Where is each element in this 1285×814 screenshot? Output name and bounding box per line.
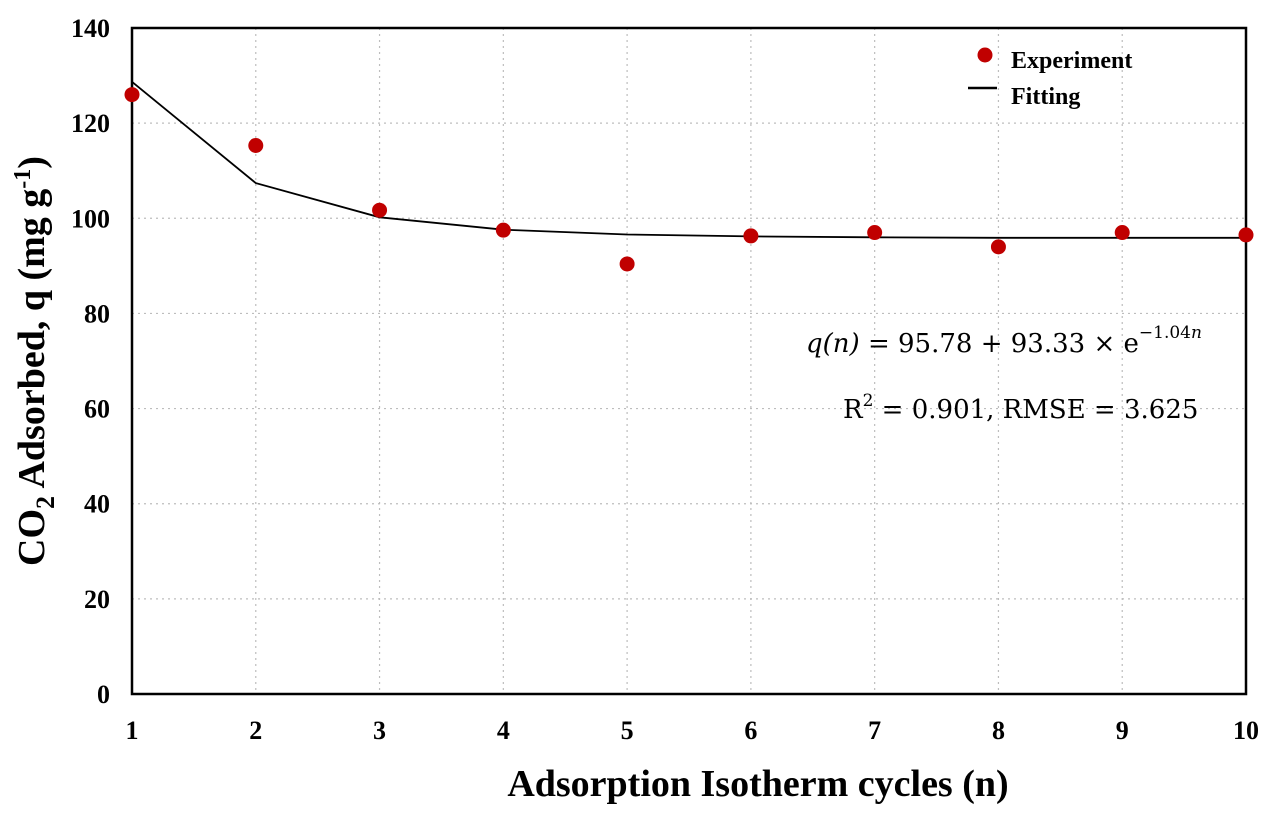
fit-equation: q(n) = 95.78 + 93.33 × e−1.04n bbox=[806, 323, 1202, 359]
legend: Experiment Fitting bbox=[968, 47, 1132, 110]
x-tick-label: 2 bbox=[249, 716, 262, 745]
data-point-experiment bbox=[990, 239, 1006, 255]
data-point-experiment bbox=[1238, 227, 1254, 243]
x-tick-label: 8 bbox=[992, 716, 1005, 745]
legend-label-fitting: Fitting bbox=[1011, 84, 1080, 110]
x-tick-label: 6 bbox=[744, 716, 757, 745]
y-tick-label: 0 bbox=[97, 680, 110, 709]
data-point-experiment bbox=[248, 138, 264, 154]
data-point-experiment bbox=[495, 222, 511, 238]
legend-label-experiment: Experiment bbox=[1011, 48, 1132, 74]
y-tick-label: 100 bbox=[71, 204, 110, 233]
data-point-experiment bbox=[867, 225, 883, 241]
data-point-experiment bbox=[372, 202, 388, 218]
series-line-fitting bbox=[131, 81, 1246, 239]
data-point-experiment bbox=[619, 256, 635, 272]
y-tick-label: 40 bbox=[84, 490, 110, 519]
y-tick-label: 140 bbox=[71, 14, 110, 43]
x-tick-label: 4 bbox=[497, 716, 510, 745]
x-axis-title: Adsorption Isotherm cycles (n) bbox=[507, 763, 1008, 805]
data-point-experiment bbox=[124, 87, 140, 103]
grid-lines bbox=[132, 28, 1246, 694]
x-tick-label: 1 bbox=[126, 716, 139, 745]
y-tick-label: 60 bbox=[84, 395, 110, 424]
series-points-experiment bbox=[124, 87, 1254, 272]
y-axis-ticks: 0 20 40 60 80 100 120 140 bbox=[71, 14, 110, 709]
plot-area-frame bbox=[130, 26, 1248, 696]
x-tick-label: 7 bbox=[868, 716, 881, 745]
x-tick-label: 5 bbox=[621, 716, 634, 745]
y-tick-label: 120 bbox=[71, 109, 110, 138]
fit-statistics: R2 = 0.901, RMSE = 3.625 bbox=[843, 391, 1198, 425]
x-tick-label: 9 bbox=[1116, 716, 1129, 745]
x-tick-label: 3 bbox=[373, 716, 386, 745]
legend-marker-experiment bbox=[977, 47, 993, 63]
y-axis-title: CO2 Adsorbed, q (mg g-1) bbox=[10, 156, 60, 566]
x-axis-ticks: 1 2 3 4 5 6 7 8 9 10 bbox=[126, 716, 1260, 745]
y-tick-label: 80 bbox=[84, 299, 110, 328]
data-point-experiment bbox=[743, 228, 759, 244]
data-point-experiment bbox=[1114, 225, 1130, 241]
y-tick-label: 20 bbox=[84, 585, 110, 614]
x-tick-label: 10 bbox=[1233, 716, 1259, 745]
